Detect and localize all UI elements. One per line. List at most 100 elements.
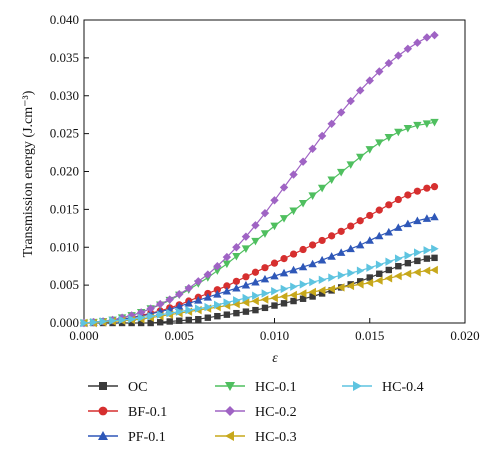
data-point	[214, 312, 221, 320]
data-point	[337, 271, 346, 280]
data-point	[260, 274, 270, 283]
data-point	[290, 282, 298, 291]
y-tick-label: 0.015	[50, 201, 79, 216]
legend-label: HC-0.1	[255, 380, 297, 395]
data-point	[128, 319, 135, 327]
axes: 0.000 0.005 0.010 0.015 0.020 0.000 0.005 0.010…	[50, 12, 480, 343]
data-point	[147, 311, 155, 321]
data-point	[394, 271, 402, 281]
data-point	[241, 232, 251, 241]
data-point	[279, 268, 289, 277]
x-tick-label: 0.010	[260, 328, 289, 343]
data-point	[394, 223, 403, 231]
data-point	[222, 252, 232, 262]
data-point	[204, 302, 213, 312]
data-point	[270, 222, 279, 231]
data-point	[298, 157, 308, 166]
data-point	[356, 153, 365, 162]
data-point	[403, 124, 413, 133]
x-tick-label: 0.000	[69, 328, 98, 343]
data-point	[252, 291, 260, 300]
data-point	[233, 296, 241, 305]
data-point	[308, 192, 317, 200]
data-point	[146, 304, 155, 313]
data-point	[366, 274, 373, 281]
data-point	[308, 259, 317, 268]
data-point	[385, 257, 393, 266]
data-point	[431, 244, 439, 253]
y-tick-label: 0.040	[50, 12, 79, 27]
legend-item: HC-0.3	[215, 430, 297, 445]
data-point	[346, 244, 355, 253]
data-point	[280, 300, 288, 307]
data-point	[365, 236, 374, 244]
data-point	[118, 315, 127, 325]
data-point	[430, 265, 438, 275]
data-point	[271, 286, 279, 296]
data-point	[232, 243, 241, 252]
y-tick-label: 0.030	[50, 88, 79, 103]
data-point	[185, 316, 192, 324]
data-point	[422, 214, 432, 222]
data-point	[384, 274, 393, 283]
data-point	[232, 252, 241, 261]
data-point	[318, 236, 326, 245]
data-point	[213, 261, 222, 271]
data-point	[385, 201, 393, 209]
legend-marker	[99, 382, 107, 390]
data-point	[422, 33, 432, 42]
data-point	[175, 307, 184, 316]
data-point	[127, 311, 136, 320]
data-point	[375, 139, 384, 147]
series-hc-0-2	[79, 30, 439, 328]
data-point	[431, 254, 438, 262]
data-point	[242, 308, 250, 315]
data-point	[195, 316, 202, 323]
data-point	[403, 44, 413, 53]
data-point	[422, 266, 431, 275]
data-point	[327, 284, 336, 294]
data-point	[289, 170, 298, 179]
data-point	[298, 262, 308, 271]
data-point	[413, 121, 422, 130]
data-point	[366, 263, 374, 272]
y-tick-label: 0.010	[50, 239, 79, 254]
data-point	[309, 293, 316, 300]
data-point	[194, 277, 203, 286]
data-point	[328, 273, 336, 282]
data-point	[308, 144, 317, 153]
data-point	[241, 298, 250, 307]
data-point	[289, 290, 297, 300]
y-tick-label: 0.025	[50, 126, 79, 141]
legend-marker	[225, 431, 234, 441]
legend-marker	[225, 382, 235, 391]
series-line	[83, 248, 435, 324]
data-point	[336, 283, 345, 292]
data-point	[299, 280, 308, 289]
data-point	[394, 128, 403, 137]
data-point	[270, 196, 279, 205]
data-point	[317, 286, 326, 295]
data-point	[309, 277, 317, 287]
data-point	[223, 298, 232, 307]
data-point	[327, 176, 336, 185]
data-point	[165, 295, 174, 304]
data-point	[404, 191, 412, 199]
legend-label: BF-0.1	[128, 405, 167, 420]
legend-item: HC-0.1	[215, 380, 297, 395]
data-point	[366, 211, 374, 220]
data-point	[260, 230, 270, 238]
data-point	[128, 315, 136, 324]
data-point	[375, 231, 384, 240]
legend-label: PF-0.1	[128, 430, 166, 445]
data-point	[317, 255, 327, 264]
data-point	[337, 227, 345, 235]
data-point	[403, 219, 413, 228]
data-point	[395, 262, 402, 270]
legend-item: HC-0.4	[342, 380, 424, 395]
data-point	[346, 96, 355, 106]
data-point	[356, 86, 365, 95]
legend-marker	[98, 406, 108, 416]
data-point	[241, 245, 251, 253]
